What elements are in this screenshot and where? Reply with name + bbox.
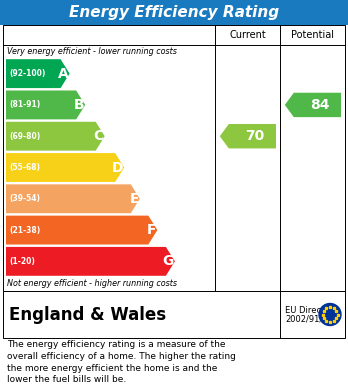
Circle shape <box>319 303 341 325</box>
Text: (69-80): (69-80) <box>9 132 40 141</box>
Text: A: A <box>58 66 69 81</box>
Text: G: G <box>163 255 174 268</box>
Polygon shape <box>6 59 70 88</box>
Text: (92-100): (92-100) <box>9 69 45 78</box>
Text: Energy Efficiency Rating: Energy Efficiency Rating <box>69 5 279 20</box>
Polygon shape <box>220 124 276 149</box>
Polygon shape <box>6 247 175 276</box>
Text: The energy efficiency rating is a measure of the
overall efficiency of a home. T: The energy efficiency rating is a measur… <box>7 340 236 384</box>
Text: (81-91): (81-91) <box>9 100 40 109</box>
Text: (1-20): (1-20) <box>9 257 35 266</box>
Text: Not energy efficient - higher running costs: Not energy efficient - higher running co… <box>7 280 177 289</box>
Text: England & Wales: England & Wales <box>9 305 166 323</box>
Bar <box>3 291 345 338</box>
Polygon shape <box>6 90 85 119</box>
Text: Potential: Potential <box>291 30 334 40</box>
Text: 2002/91/EC: 2002/91/EC <box>285 314 333 323</box>
Polygon shape <box>6 153 124 182</box>
Text: F: F <box>147 223 156 237</box>
Polygon shape <box>6 215 157 244</box>
Text: C: C <box>94 129 104 143</box>
Text: (21-38): (21-38) <box>9 226 40 235</box>
Text: EU Directive: EU Directive <box>285 306 337 315</box>
Text: (39-54): (39-54) <box>9 194 40 203</box>
Text: E: E <box>129 192 139 206</box>
Text: (55-68): (55-68) <box>9 163 40 172</box>
Polygon shape <box>6 122 105 151</box>
Text: 70: 70 <box>245 129 264 143</box>
Text: B: B <box>73 98 84 112</box>
Text: Current: Current <box>229 30 266 40</box>
Text: 84: 84 <box>310 98 329 112</box>
Text: Very energy efficient - lower running costs: Very energy efficient - lower running co… <box>7 47 177 57</box>
Polygon shape <box>285 93 341 117</box>
Bar <box>0 0 348 25</box>
Text: D: D <box>112 160 123 174</box>
Bar <box>3 25 345 291</box>
Polygon shape <box>6 184 140 213</box>
